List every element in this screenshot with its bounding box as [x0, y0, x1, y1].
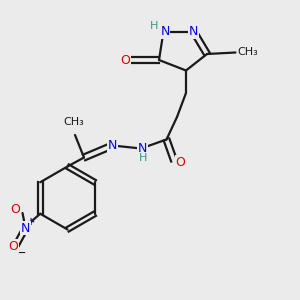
Text: N: N: [137, 142, 147, 155]
Text: H: H: [149, 21, 158, 31]
Text: O: O: [10, 202, 20, 216]
Text: N: N: [108, 139, 117, 152]
Text: +: +: [27, 217, 36, 227]
Text: N: N: [21, 221, 30, 235]
Text: H: H: [139, 153, 147, 163]
Text: CH₃: CH₃: [237, 46, 258, 57]
Text: −: −: [16, 247, 26, 260]
Text: O: O: [176, 155, 185, 169]
Text: N: N: [189, 25, 198, 38]
Text: CH₃: CH₃: [63, 118, 84, 128]
Text: N: N: [160, 25, 170, 38]
Text: O: O: [9, 239, 18, 253]
Text: O: O: [120, 53, 130, 67]
